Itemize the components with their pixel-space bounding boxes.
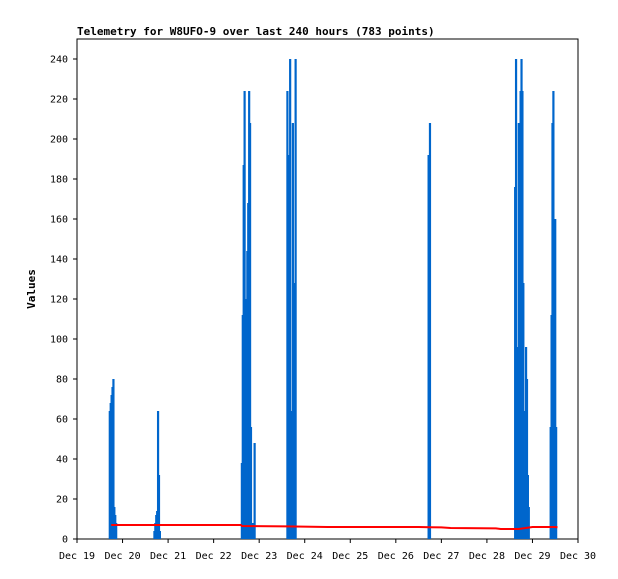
y-tick-label: 180 [50, 175, 68, 186]
y-tick-label: 80 [56, 375, 68, 386]
y-tick-label: 220 [50, 95, 68, 106]
x-tick-label: Dec 29 [514, 551, 550, 562]
series-layer [108, 59, 558, 539]
y-tick-label: 0 [62, 535, 68, 546]
y-tick-label: 120 [50, 295, 68, 306]
y-axis-label: Values [25, 269, 38, 309]
x-tick-label: Dec 22 [196, 551, 232, 562]
x-tick-label: Dec 20 [104, 551, 140, 562]
y-tick-label: 40 [56, 455, 68, 466]
x-tick-label: Dec 24 [287, 551, 323, 562]
x-tick-label: Dec 21 [150, 551, 186, 562]
x-tick-label: Dec 25 [332, 551, 368, 562]
y-tick-label: 100 [50, 335, 68, 346]
x-tick-label: Dec 23 [241, 551, 277, 562]
x-tick-label: Dec 30 [560, 551, 596, 562]
y-axis: 0 20 40 60 80 100 120 140 160 180 200 220 240 [50, 55, 77, 546]
y-tick-label: 60 [56, 415, 68, 426]
x-tick-label: Dec 26 [378, 551, 414, 562]
x-axis: Dec 19 Dec 20 Dec 21 Dec 22 Dec 23 Dec 24 Dec … [59, 539, 596, 562]
y-tick-label: 160 [50, 215, 68, 226]
series-line-1 [111, 524, 558, 530]
chart-title: Telemetry for W8UFO-9 over last 240 hour… [77, 25, 435, 38]
x-tick-label: Dec 27 [423, 551, 459, 562]
plot-frame [76, 38, 579, 540]
y-tick-label: 200 [50, 135, 68, 146]
x-tick-label: Dec 19 [59, 551, 95, 562]
y-tick-label: 20 [56, 495, 68, 506]
y-tick-label: 240 [50, 55, 68, 66]
x-tick-label: Dec 28 [469, 551, 505, 562]
y-tick-label: 140 [50, 255, 68, 266]
